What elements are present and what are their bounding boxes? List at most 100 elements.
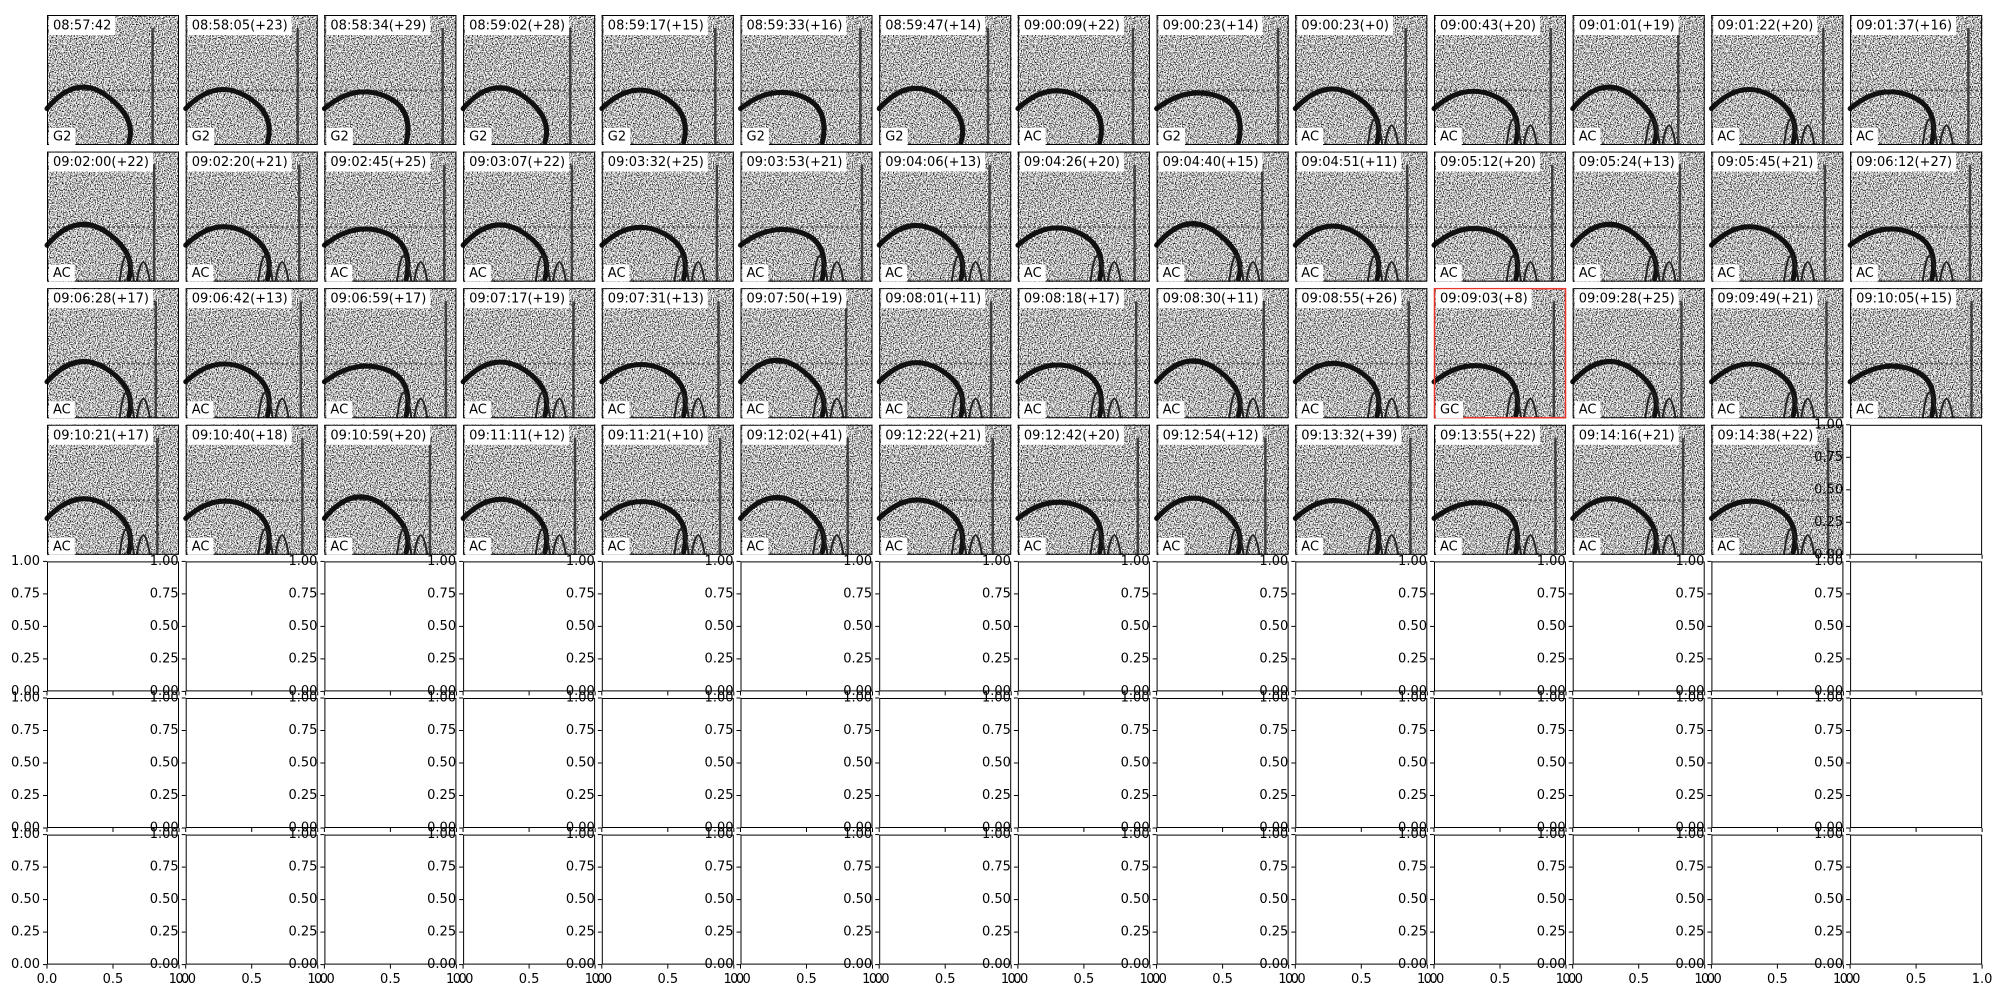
y-tick-label: 0.00 <box>427 684 456 699</box>
y-tick-label: 0.75 <box>1259 723 1288 738</box>
label-background <box>1574 264 1601 282</box>
panel-label: AC <box>1024 539 1042 554</box>
y-tick-label: 0.50 <box>982 892 1011 907</box>
title-background <box>1574 152 1679 172</box>
spectrogram-panel: 09:08:30(+11) AC <box>1154 288 1289 419</box>
spectrogram-noise <box>1711 288 1844 419</box>
title-background <box>881 16 986 35</box>
y-tick-label: 0.50 <box>1259 756 1288 771</box>
spectrogram-call <box>183 87 272 145</box>
title-background <box>1574 425 1679 445</box>
panel-frame <box>1017 424 1150 555</box>
y-tick-label: 0.75 <box>1814 723 1843 738</box>
panel-frame <box>601 151 734 282</box>
y-tick-label: 0.25 <box>843 651 872 666</box>
y-tick-label: 1.00 <box>11 691 40 706</box>
panel-frame <box>47 424 179 555</box>
spectrogram-harmonic <box>1644 254 1677 282</box>
spectrogram-noise <box>1295 151 1428 282</box>
panel-label: AC <box>1163 403 1181 418</box>
y-tick-label: 1.00 <box>1121 827 1150 842</box>
x-tick-label: 0.5 <box>1490 972 1511 987</box>
empty-axes: 0.00 0.25 0.50 0.75 1.00 <box>1675 554 1844 699</box>
y-tick-label: 0.25 <box>11 651 40 666</box>
spectrogram-harmonic <box>1783 528 1816 555</box>
title-background <box>881 425 986 445</box>
label-background <box>742 537 769 555</box>
spectrogram-panel: 09:01:01(+19) AC <box>1570 15 1705 146</box>
y-tick-label: 0.25 <box>150 788 179 803</box>
y-tick-label: 0.75 <box>1814 586 1843 601</box>
y-tick-label: 0.00 <box>705 684 734 699</box>
y-tick-label: 0.75 <box>11 723 40 738</box>
y-tick-label: 1.00 <box>1675 691 1704 706</box>
axes-frame <box>324 561 457 692</box>
y-tick-label: 1.00 <box>150 554 179 569</box>
y-tick-label: 0.50 <box>1675 619 1704 634</box>
panel-label: AC <box>1579 266 1597 281</box>
panel-title: 09:03:32(+25) <box>608 155 704 170</box>
spectrogram-panel: 08:59:47(+14) G2 <box>876 15 1012 145</box>
x-tick-label: 0.5 <box>1767 972 1788 987</box>
x-tick-label: 0.0 <box>1562 972 1583 987</box>
y-tick-label: 0.75 <box>1675 586 1704 601</box>
label-background <box>49 537 75 555</box>
empty-axes: 0.00 0.25 0.50 0.75 1.00 <box>1537 554 1706 699</box>
title-background <box>603 152 708 172</box>
empty-axes: 0.00 0.25 0.50 0.75 1.00 <box>427 691 596 836</box>
y-tick-label: 0.00 <box>843 821 872 836</box>
spectrogram-panel: 09:04:40(+15) AC <box>1154 151 1289 282</box>
title-background <box>326 289 431 309</box>
axes-frame <box>47 834 179 965</box>
x-tick-label: 1.0 <box>169 972 190 987</box>
panel-frame <box>1711 15 1844 145</box>
y-tick-label: 1.00 <box>843 691 872 706</box>
label-background <box>881 537 907 555</box>
panel-title: 08:57:42 <box>53 19 111 34</box>
spectrogram-harmonic <box>1505 118 1538 146</box>
y-tick-label: 0.00 <box>1675 957 1704 972</box>
label-background <box>1713 264 1740 282</box>
empty-axes: 0.00 0.25 0.50 0.75 1.00 <box>11 691 180 836</box>
panel-title: 09:07:31(+13) <box>608 292 704 307</box>
spectrogram-call <box>1015 88 1104 145</box>
y-tick-label: 0.50 <box>843 756 872 771</box>
panel-frame <box>601 288 734 419</box>
x-tick-label: 0.0 <box>591 972 612 987</box>
y-tick-label: 0.50 <box>1121 756 1150 771</box>
y-tick-label: 0.25 <box>1259 651 1288 666</box>
title-background <box>1713 289 1818 309</box>
y-tick-label: 0.00 <box>1121 684 1150 699</box>
x-tick-label: 0.5 <box>1212 972 1233 987</box>
panel-label: AC <box>469 539 487 554</box>
y-tick-label: 0.50 <box>11 756 40 771</box>
y-tick-label: 0.25 <box>1675 651 1704 666</box>
panel-title: 09:10:40(+18) <box>192 428 288 443</box>
title-background <box>1436 425 1540 445</box>
empty-axes: 0.00 0.25 0.50 0.75 1.00 <box>843 554 1012 699</box>
panel-title: 09:13:55(+22) <box>1440 428 1536 443</box>
y-tick-label: 0.75 <box>1398 723 1427 738</box>
empty-axes: 0.00 0.25 0.50 0.75 1.00 <box>1121 554 1290 699</box>
y-tick-label: 0.50 <box>1814 756 1843 771</box>
spectrogram-harmonic <box>1644 391 1677 419</box>
y-tick-label: 0.50 <box>1537 756 1566 771</box>
y-tick-label: 0.50 <box>427 619 456 634</box>
y-tick-label: 1.00 <box>843 554 872 569</box>
empty-axes: 0.00 0.25 0.50 0.75 1.00 <box>982 554 1151 699</box>
empty-axes: 0.00 0.25 0.50 0.75 1.00 0.0 0.5 1.0 <box>1675 827 1853 987</box>
panel-frame <box>601 424 734 555</box>
y-tick-label: 0.00 <box>1814 957 1843 972</box>
label-background <box>1852 128 1878 145</box>
y-tick-label: 0.00 <box>150 684 179 699</box>
label-background <box>1436 401 1464 419</box>
y-tick-label: 0.75 <box>11 586 40 601</box>
x-tick-label: 0.5 <box>1074 972 1095 987</box>
panel-title: 09:10:05(+15) <box>1856 292 1952 307</box>
spectrogram-noise <box>1017 424 1150 555</box>
panel-label: G2 <box>1163 130 1181 145</box>
empty-axes: 0.00 0.25 0.50 0.75 1.00 0.0 0.5 1.0 <box>982 827 1160 987</box>
spectrogram-harmonic <box>1089 391 1122 419</box>
panel-label: AC <box>53 539 71 554</box>
label-background <box>1574 537 1601 555</box>
